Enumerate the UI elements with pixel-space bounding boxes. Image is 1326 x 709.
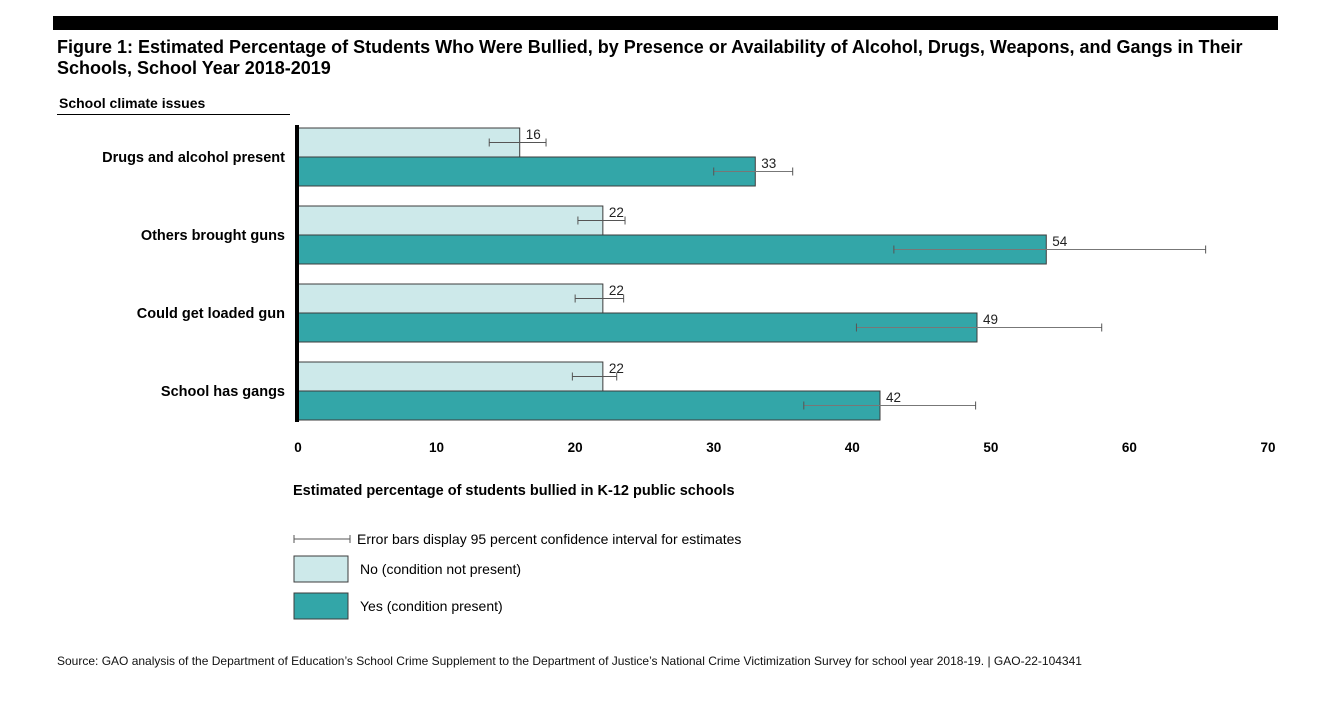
legend-error-bar-text: Error bars display 95 percent confidence… <box>357 531 741 547</box>
data-label: 22 <box>609 361 624 376</box>
data-label: 49 <box>983 312 998 327</box>
axis-layer: 0 10 20 30 40 50 60 70 Estimated percentage of s… <box>293 125 1276 499</box>
x-tick-label: 10 <box>429 440 444 455</box>
x-tick-label: 60 <box>1122 440 1137 455</box>
x-tick-label: 20 <box>568 440 583 455</box>
bar-yes <box>297 390 881 421</box>
data-label: 54 <box>1052 234 1068 249</box>
figure-title: Figure 1: Estimated Percentage of Studen… <box>57 37 1243 78</box>
data-label: 33 <box>761 156 776 171</box>
labels-layer: Drugs and alcohol present 16 33 Others brou… <box>102 127 1068 405</box>
bar-no <box>297 127 521 158</box>
legend-label: Yes (condition present) <box>360 598 503 614</box>
bar-chart: Drugs and alcohol present 16 33 Others brou… <box>102 125 1276 620</box>
data-label: 22 <box>609 283 624 298</box>
bar-yes <box>297 156 756 187</box>
y-axis-line <box>295 125 299 422</box>
x-tick-label: 70 <box>1260 440 1275 455</box>
category-label: Others brought guns <box>141 228 285 244</box>
bar-no <box>297 283 604 314</box>
data-label: 42 <box>886 390 901 405</box>
x-tick-label: 40 <box>845 440 860 455</box>
y-axis-header: School climate issues <box>59 95 206 111</box>
x-tick-label: 50 <box>983 440 998 455</box>
category-label: Drugs and alcohol present <box>102 150 285 166</box>
legend-label: No (condition not present) <box>360 561 521 577</box>
bars-layer <box>297 127 1207 421</box>
top-rule <box>53 16 1278 30</box>
x-tick-label: 0 <box>294 440 302 455</box>
bar-no <box>297 205 604 236</box>
source-note: Source: GAO analysis of the Department o… <box>57 654 1082 668</box>
category-label: School has gangs <box>161 384 285 400</box>
x-axis-title: Estimated percentage of students bullied… <box>293 483 735 499</box>
bar-no <box>297 361 604 392</box>
legend-swatch-yes <box>293 592 349 620</box>
y-axis-header-underline <box>57 114 290 115</box>
legend-layer: Error bars display 95 percent confidence… <box>293 531 741 620</box>
data-label: 16 <box>526 127 541 142</box>
data-label: 22 <box>609 205 624 220</box>
legend-swatch-no <box>293 555 349 583</box>
category-label: Could get loaded gun <box>137 306 285 322</box>
x-tick-label: 30 <box>706 440 721 455</box>
